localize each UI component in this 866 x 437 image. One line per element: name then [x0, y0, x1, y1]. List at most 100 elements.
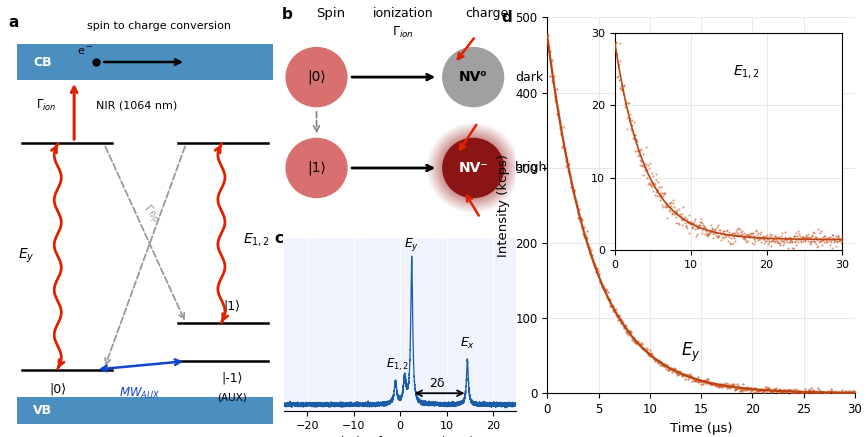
- Point: [756, 387, 770, 394]
- Point: [748, 385, 762, 392]
- Point: [594, 281, 608, 288]
- Point: [698, 378, 712, 385]
- Point: [553, 117, 566, 124]
- Point: [776, 387, 790, 394]
- Point: [824, 386, 837, 393]
- Point: [741, 385, 755, 392]
- Circle shape: [286, 139, 347, 198]
- Circle shape: [286, 48, 347, 107]
- Point: [662, 365, 676, 372]
- Point: [837, 390, 850, 397]
- Point: [541, 31, 555, 38]
- Point: [547, 73, 561, 80]
- Point: [678, 375, 692, 382]
- Text: $E_x$: $E_x$: [460, 336, 475, 351]
- Point: [633, 341, 647, 348]
- Circle shape: [469, 164, 477, 172]
- Point: [819, 390, 833, 397]
- Point: [617, 325, 631, 332]
- Point: [794, 389, 808, 396]
- Point: [707, 381, 721, 388]
- Point: [646, 354, 660, 361]
- Point: [566, 187, 580, 194]
- Point: [606, 303, 620, 310]
- Point: [736, 381, 750, 388]
- Point: [548, 97, 562, 104]
- Point: [638, 345, 652, 352]
- Point: [591, 271, 605, 278]
- Point: [825, 390, 839, 397]
- Point: [605, 302, 619, 309]
- Point: [569, 199, 583, 206]
- Point: [625, 336, 639, 343]
- Point: [710, 381, 724, 388]
- Point: [554, 130, 568, 137]
- Point: [779, 389, 793, 396]
- Point: [778, 386, 792, 393]
- Point: [832, 388, 846, 395]
- Point: [617, 324, 630, 331]
- Point: [544, 58, 558, 65]
- Point: [711, 383, 725, 390]
- Text: NV⁰: NV⁰: [459, 70, 488, 84]
- Point: [595, 282, 609, 289]
- Point: [572, 214, 585, 221]
- Point: [668, 364, 682, 371]
- Point: [812, 386, 826, 393]
- Point: [565, 183, 578, 190]
- Point: [770, 388, 784, 395]
- Point: [798, 388, 812, 395]
- Point: [585, 246, 598, 253]
- Point: [716, 382, 730, 388]
- Point: [701, 375, 715, 382]
- Circle shape: [298, 150, 335, 186]
- Point: [687, 378, 701, 385]
- Point: [795, 390, 809, 397]
- Point: [640, 344, 654, 351]
- Point: [641, 350, 655, 357]
- Point: [546, 75, 560, 82]
- Point: [644, 350, 658, 357]
- Point: [814, 388, 828, 395]
- Point: [550, 111, 564, 118]
- Point: [843, 388, 856, 395]
- Point: [820, 390, 834, 397]
- Circle shape: [434, 130, 513, 206]
- Point: [806, 390, 820, 397]
- Point: [681, 375, 695, 382]
- Point: [755, 388, 769, 395]
- Point: [738, 385, 752, 392]
- Point: [818, 390, 832, 397]
- Point: [842, 387, 856, 394]
- Point: [708, 383, 722, 390]
- Point: [592, 271, 606, 277]
- Point: [824, 388, 837, 395]
- Point: [670, 368, 684, 375]
- Point: [616, 318, 630, 325]
- Point: [697, 379, 711, 386]
- Point: [721, 381, 734, 388]
- Point: [688, 376, 702, 383]
- Point: [730, 381, 744, 388]
- Point: [773, 387, 787, 394]
- Text: $E_{1,2}$: $E_{1,2}$: [386, 356, 410, 373]
- Point: [844, 390, 858, 397]
- Point: [661, 366, 675, 373]
- Point: [642, 349, 656, 356]
- Text: $E_y$: $E_y$: [404, 236, 419, 253]
- Text: a: a: [9, 15, 19, 30]
- Point: [634, 340, 648, 347]
- Point: [689, 377, 703, 384]
- Point: [731, 384, 745, 391]
- Point: [764, 388, 778, 395]
- Point: [693, 378, 707, 385]
- Point: [705, 381, 719, 388]
- Text: Γ$_{ion}$: Γ$_{ion}$: [36, 98, 56, 113]
- Text: Spin: Spin: [316, 7, 346, 20]
- Point: [843, 389, 857, 396]
- Point: [753, 386, 767, 393]
- Point: [704, 381, 718, 388]
- Point: [803, 388, 817, 395]
- Point: [672, 368, 686, 375]
- Point: [665, 368, 679, 375]
